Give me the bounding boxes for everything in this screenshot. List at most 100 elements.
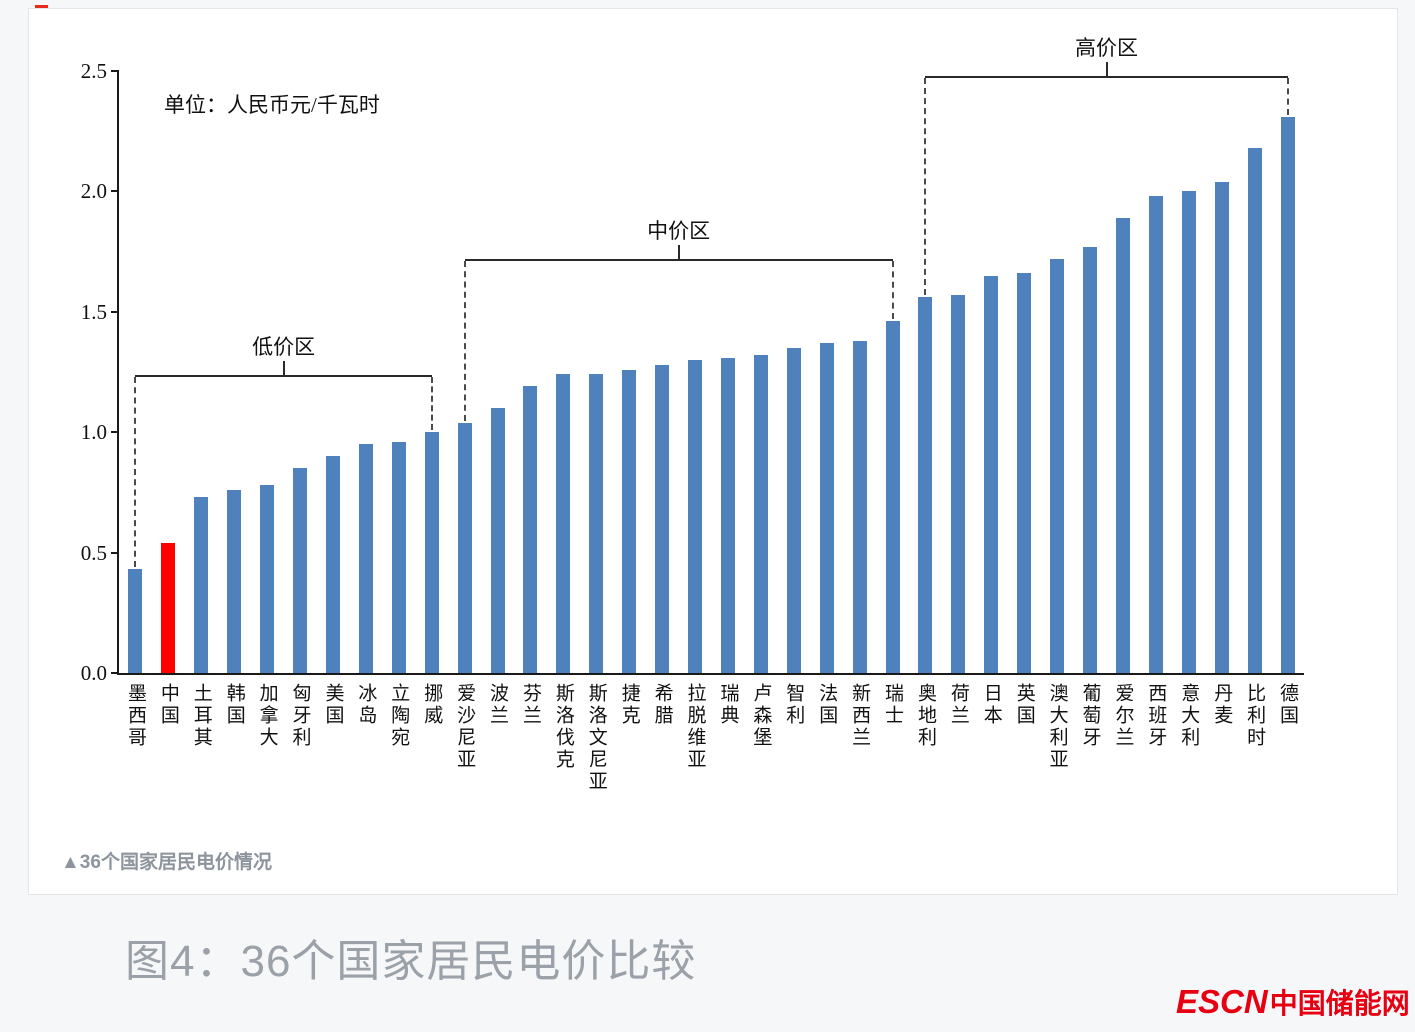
y-axis-tick-label: 1.0 [80, 420, 107, 445]
bar [688, 359, 703, 673]
y-axis-tick-mark [111, 310, 119, 313]
y-axis-tick-mark [111, 672, 119, 674]
bar [852, 340, 867, 673]
y-axis-tick-mark [111, 70, 119, 72]
bar [293, 468, 308, 673]
x-axis-category-label: 捷克 [618, 683, 640, 727]
zone-label: 中价区 [647, 219, 711, 244]
zone-bracket-line [925, 76, 1288, 79]
x-axis-category-label: 荷兰 [947, 683, 969, 727]
x-axis-category-label: 瑞士 [882, 683, 904, 727]
bar [1247, 148, 1262, 673]
bar [984, 275, 999, 673]
x-axis-category-label: 澳大利亚 [1046, 683, 1068, 771]
y-axis-tick-mark [111, 551, 119, 554]
x-axis-category-label: 智利 [783, 683, 805, 727]
x-axis-category-label: 爱尔兰 [1112, 683, 1134, 749]
y-axis-tick-label: 2.0 [80, 179, 107, 204]
y-axis-tick-label: 1.5 [80, 299, 107, 324]
bar [1083, 246, 1098, 673]
bar [622, 369, 637, 673]
x-axis-category-label: 拉脱维亚 [684, 683, 706, 771]
x-axis-category-label: 芬兰 [519, 683, 541, 727]
x-axis-category-label: 斯洛文尼亚 [585, 683, 607, 793]
x-axis-category-label: 葡萄牙 [1079, 683, 1101, 749]
x-axis-category-label: 美国 [322, 683, 344, 727]
zone-drop-line [463, 261, 466, 421]
zone-bracket-line [464, 259, 893, 262]
chart-card: 单位：人民币元/千瓦时 0.0 0.5 1.0 1.5 2.0 2.5 墨西哥 中国 土耳其 韩国… [28, 8, 1398, 895]
bar-highlight [161, 542, 176, 673]
bar [358, 444, 373, 673]
bar [918, 297, 933, 673]
bar [655, 364, 670, 673]
logo-cjk-text: 中国储能网 [1269, 988, 1410, 1019]
chart-caption: ▲36个国家居民电价情况 [61, 852, 272, 873]
x-axis-category-label: 墨西哥 [124, 683, 146, 749]
x-axis-category-label: 加拿大 [256, 683, 278, 749]
x-axis-category-label: 意大利 [1178, 683, 1200, 749]
x-axis-category-label: 丹麦 [1211, 683, 1233, 727]
x-axis-category-label: 冰岛 [355, 683, 377, 727]
bar [819, 343, 834, 673]
x-axis-category-label: 土耳其 [190, 683, 212, 749]
y-axis-tick-label: 0.0 [80, 661, 107, 685]
x-axis-category-label: 英国 [1013, 683, 1035, 727]
x-axis-category-label: 新西兰 [849, 683, 871, 749]
x-axis-category-label: 卢森堡 [750, 683, 772, 749]
zone-label: 低价区 [252, 334, 316, 359]
y-axis-tick-label: 2.5 [80, 59, 107, 83]
bar [457, 422, 472, 673]
x-axis-category-label: 希腊 [651, 683, 673, 727]
zone-drop-line [891, 261, 894, 320]
zone-label: 高价区 [1075, 36, 1138, 61]
zone-drop-line [924, 78, 927, 296]
x-axis-category-label: 韩国 [223, 683, 245, 727]
zone-bracket-tick [1105, 62, 1108, 77]
unit-label: 单位：人民币元/千瓦时 [164, 93, 380, 117]
bar [1115, 217, 1130, 673]
bar [1148, 196, 1163, 673]
bar [786, 347, 801, 673]
y-axis-tick-mark [111, 190, 119, 193]
x-axis-category-label: 日本 [980, 683, 1002, 727]
x-axis-category-label: 奥地利 [914, 683, 936, 749]
bar [556, 374, 571, 673]
x-axis-category-label: 斯洛伐克 [552, 683, 574, 771]
x-axis-category-label: 波兰 [487, 683, 509, 727]
x-axis-category-label: 比利时 [1244, 683, 1266, 749]
bar-chart: 单位：人民币元/千瓦时 0.0 0.5 1.0 1.5 2.0 2.5 墨西哥 中国 土耳其 韩国… [81, 36, 1304, 793]
bar [490, 408, 505, 673]
x-axis-category-label: 中国 [157, 683, 179, 727]
x-axis-category-label: 西班牙 [1145, 683, 1167, 749]
bar [260, 485, 275, 673]
x-axis-category-label: 爱沙尼亚 [454, 683, 476, 771]
page-title: 图4：36个国家居民电价比较 [125, 937, 697, 986]
bar [1214, 181, 1229, 673]
x-axis-category-label: 瑞典 [717, 683, 739, 727]
bar [391, 441, 406, 673]
bar [1181, 191, 1196, 673]
escn-logo: ESCN 中国储能网 [1176, 982, 1410, 1022]
bar [523, 386, 538, 673]
bar [424, 432, 439, 673]
bar [325, 456, 340, 673]
zone-bracket-tick [282, 360, 285, 375]
zone-bracket-tick [677, 245, 680, 260]
bar [128, 569, 143, 673]
bar [720, 357, 735, 673]
x-axis-category-label: 挪威 [421, 683, 443, 727]
zone-drop-line [430, 376, 433, 431]
zone-bracket-line [135, 374, 432, 377]
bar [227, 490, 242, 673]
x-axis-category-label: 立陶宛 [388, 683, 410, 749]
x-axis-category-label: 德国 [1277, 683, 1299, 727]
bar [1280, 116, 1295, 673]
bar [1017, 273, 1032, 673]
bar [1050, 258, 1065, 673]
bar [194, 497, 209, 673]
y-axis-tick-mark [111, 431, 119, 434]
bar [753, 355, 768, 673]
zone-drop-line [134, 376, 137, 568]
